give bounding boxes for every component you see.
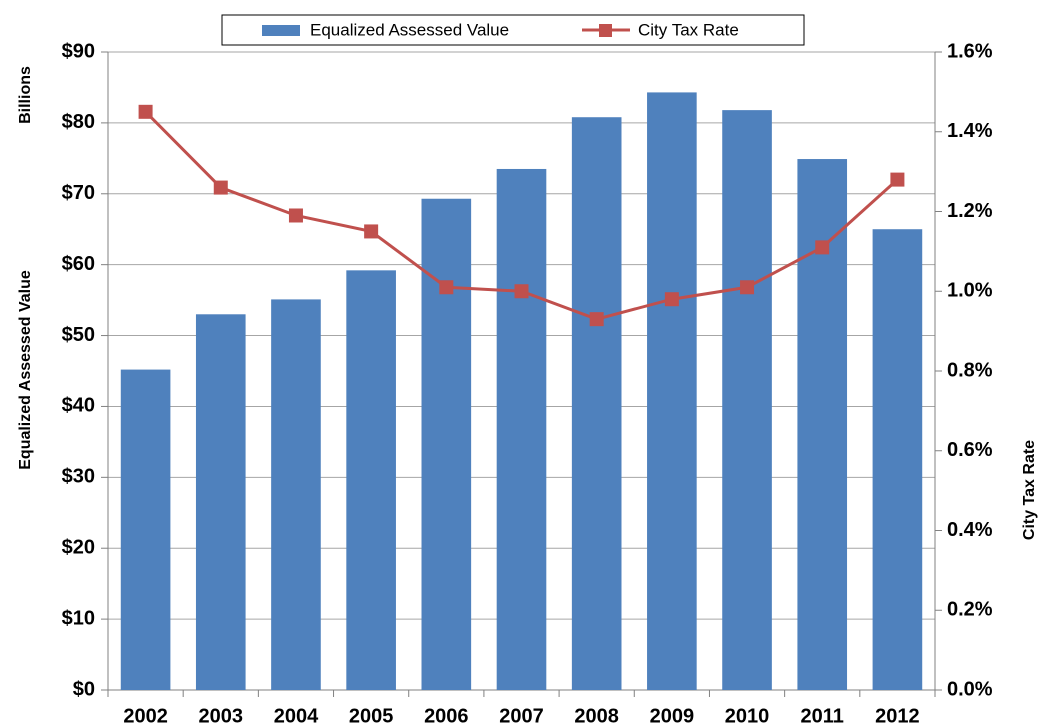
line-marker — [213, 180, 228, 195]
y-tick-label: $50 — [62, 324, 95, 346]
x-tick-label: 2004 — [274, 705, 319, 727]
y2-axis-label: City Tax Rate — [1021, 440, 1038, 540]
legend-swatch — [262, 25, 300, 36]
bar — [496, 168, 547, 690]
y2-tick-label: 1.4% — [947, 120, 993, 142]
line-marker — [815, 240, 830, 255]
x-tick-label: 2010 — [725, 705, 770, 727]
line-marker — [439, 280, 454, 295]
y-tick-label: $20 — [62, 537, 95, 559]
x-tick-label: 2012 — [875, 705, 920, 727]
y-unit-label: Billions — [17, 66, 34, 124]
bar — [797, 159, 848, 690]
x-tick-label: 2006 — [424, 705, 469, 727]
legend-label: Equalized Assessed Value — [310, 20, 509, 39]
bar — [571, 117, 622, 691]
legend-box — [221, 14, 805, 46]
line-marker — [589, 312, 604, 327]
x-tick-label: 2007 — [499, 705, 544, 727]
bar — [120, 369, 171, 690]
line-marker — [288, 208, 303, 223]
y2-tick-label: 0.2% — [947, 599, 993, 621]
line-marker — [514, 284, 529, 299]
bar — [872, 229, 923, 690]
legend-label: City Tax Rate — [638, 20, 739, 39]
y-axis-label: Equalized Assessed Value — [17, 270, 34, 470]
bar — [271, 299, 321, 690]
line-marker — [890, 172, 905, 187]
line-marker — [664, 292, 679, 307]
bar — [421, 198, 472, 691]
x-tick-label: 2008 — [574, 705, 619, 727]
bar — [195, 314, 246, 690]
x-tick-label: 2005 — [349, 705, 394, 727]
y-tick-label: $70 — [62, 182, 95, 204]
y2-tick-label: 0.4% — [947, 519, 993, 541]
y-tick-label: $60 — [62, 253, 95, 275]
y2-tick-label: 0.0% — [947, 678, 993, 700]
y2-tick-label: 0.6% — [947, 439, 993, 461]
x-tick-label: 2011 — [801, 705, 844, 727]
y-tick-label: $80 — [62, 111, 95, 133]
y2-tick-label: 1.2% — [947, 200, 993, 222]
y2-tick-label: 1.0% — [947, 280, 993, 302]
line-marker — [740, 280, 755, 295]
line-marker — [364, 224, 379, 239]
bar — [722, 110, 772, 690]
x-tick-label: 2002 — [123, 705, 168, 727]
y-tick-label: $10 — [62, 607, 95, 629]
line-marker — [138, 104, 153, 119]
y2-tick-label: 1.6% — [947, 40, 993, 62]
x-tick-label: 2009 — [650, 705, 695, 727]
y-tick-label: $30 — [62, 466, 95, 488]
bar — [346, 270, 396, 690]
y-tick-label: $0 — [73, 678, 95, 700]
legend-swatch — [599, 24, 612, 37]
y-tick-label: $90 — [62, 40, 95, 62]
y-tick-label: $40 — [62, 395, 95, 417]
bar — [647, 92, 697, 690]
y2-tick-label: 0.8% — [947, 359, 993, 381]
x-tick-label: 2003 — [199, 705, 244, 727]
